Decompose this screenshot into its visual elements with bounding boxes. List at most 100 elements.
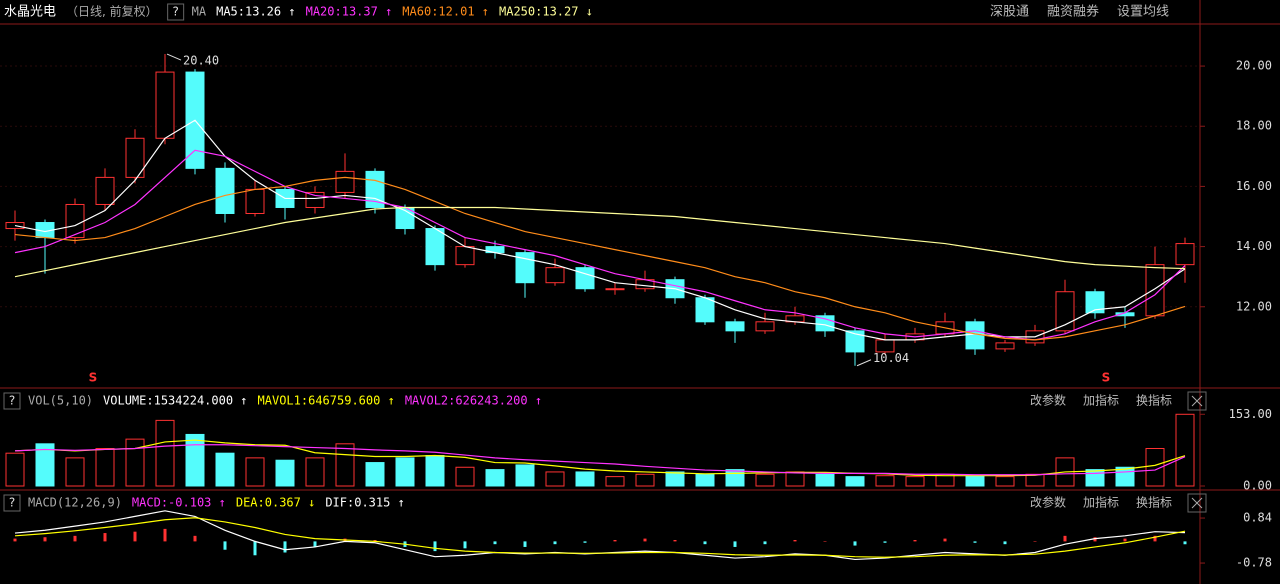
volume-bar <box>1025 473 1045 487</box>
macd-bar <box>313 541 317 547</box>
legend-entry: MA60:12.01 ↑ <box>402 5 489 19</box>
macd-bar <box>193 535 197 542</box>
legend-entry: MA20:13.37 ↑ <box>306 5 393 19</box>
value-header: MACD:-0.103 ↑ <box>132 496 226 510</box>
macd-bar <box>703 541 707 545</box>
volume-bar <box>365 462 385 487</box>
indicator-button[interactable]: 改参数 <box>1030 393 1066 408</box>
volume-bar <box>245 457 265 487</box>
indicator-button[interactable]: 换指标 <box>1136 495 1172 510</box>
volume-bar <box>35 443 55 487</box>
macd-bar <box>853 541 857 546</box>
macd-bar <box>253 541 257 556</box>
volume-bar <box>455 466 475 487</box>
indicator-name: VOL(5,10) <box>28 394 93 408</box>
volume-bar <box>545 471 565 487</box>
volume-bar <box>275 459 295 487</box>
volume-bar <box>1175 413 1195 487</box>
volume-bar <box>5 452 25 487</box>
macd-bar <box>1093 537 1097 542</box>
macd-bar <box>793 540 797 542</box>
candle-body <box>845 330 865 353</box>
help-button[interactable] <box>167 3 185 21</box>
volume-bar <box>305 457 325 487</box>
macd-bar <box>643 538 647 542</box>
volume-bar <box>65 457 85 487</box>
macd-bar <box>523 541 527 547</box>
help-icon: ? <box>9 496 15 510</box>
legend-entry: MA5:13.26 ↑ <box>216 5 295 19</box>
ma-line <box>14 119 1186 341</box>
candle-body <box>155 71 175 139</box>
volume-bar <box>515 464 535 487</box>
indicator-button[interactable]: 加指标 <box>1083 393 1119 408</box>
indicator-button[interactable]: 换指标 <box>1136 393 1172 408</box>
subtitle: （日线, 前复权） <box>66 4 158 19</box>
close-button[interactable] <box>1187 391 1207 411</box>
candle-body <box>1145 264 1165 317</box>
legend-entry: DIF:0.315 ↑ <box>325 496 404 510</box>
volume-bar <box>605 476 625 487</box>
volume-bar <box>185 433 205 487</box>
volume-bar <box>1145 448 1165 487</box>
macd-bar <box>103 533 107 542</box>
volume-bar <box>425 455 445 487</box>
candle-body <box>215 167 235 214</box>
macd-bar <box>913 540 917 542</box>
indicator-name: MACD(12,26,9) <box>28 496 122 510</box>
volume-bar <box>725 469 745 487</box>
candle-body <box>425 228 445 266</box>
indicator-name: MA <box>192 5 207 19</box>
macd-bar <box>433 541 437 552</box>
indicator-button[interactable]: 改参数 <box>1030 495 1066 510</box>
volume-bar <box>635 473 655 487</box>
high-annotation: 20.40 <box>183 54 219 68</box>
stock-name: 水晶光电 <box>4 5 56 20</box>
macd-bar <box>673 540 677 542</box>
macd-bar <box>223 541 227 550</box>
close-icon <box>1191 497 1203 509</box>
macd-bar <box>283 541 287 553</box>
help-icon: ? <box>172 5 178 19</box>
candle-body <box>1175 243 1195 266</box>
volume-bar <box>575 471 595 487</box>
volume-bar <box>905 476 925 487</box>
ma-line <box>14 439 1186 477</box>
ma-line <box>14 206 1186 278</box>
candle-body <box>995 342 1015 350</box>
close-button[interactable] <box>1187 493 1207 513</box>
macd-bar <box>133 531 137 542</box>
macd-bar <box>823 541 827 542</box>
menu-item[interactable]: 融资融券 <box>1047 4 1099 20</box>
indicator-button[interactable]: 加指标 <box>1083 495 1119 510</box>
candle-body <box>605 288 625 291</box>
help-button[interactable] <box>3 392 21 410</box>
ma-line <box>14 176 1186 341</box>
macd-bar <box>943 538 947 542</box>
annotation-arrow <box>166 53 182 61</box>
y-tick-label: 18.00 <box>1236 119 1272 133</box>
macd-bar <box>373 540 377 542</box>
close-icon <box>1191 395 1203 407</box>
candle-body <box>95 176 115 205</box>
macd-bar <box>493 541 497 545</box>
macd-bar <box>1003 541 1007 545</box>
ma-line <box>14 517 1186 558</box>
candle-body <box>545 267 565 284</box>
candle-body <box>695 297 715 323</box>
macd-bar <box>1033 541 1037 542</box>
menu-item[interactable]: 设置均线 <box>1117 5 1169 20</box>
candle-body <box>725 321 745 332</box>
help-button[interactable] <box>3 494 21 512</box>
macd-bar <box>883 541 887 543</box>
volume-bar <box>95 448 115 487</box>
macd-bar <box>43 537 47 542</box>
volume-bar <box>485 469 505 487</box>
menu-item[interactable]: 深股通 <box>990 5 1029 20</box>
macd-bar <box>1123 538 1127 542</box>
legend-entry: DEA:0.367 ↓ <box>236 496 315 510</box>
candle-body <box>335 170 355 193</box>
volume-bar <box>785 471 805 487</box>
candle-body <box>245 188 265 214</box>
